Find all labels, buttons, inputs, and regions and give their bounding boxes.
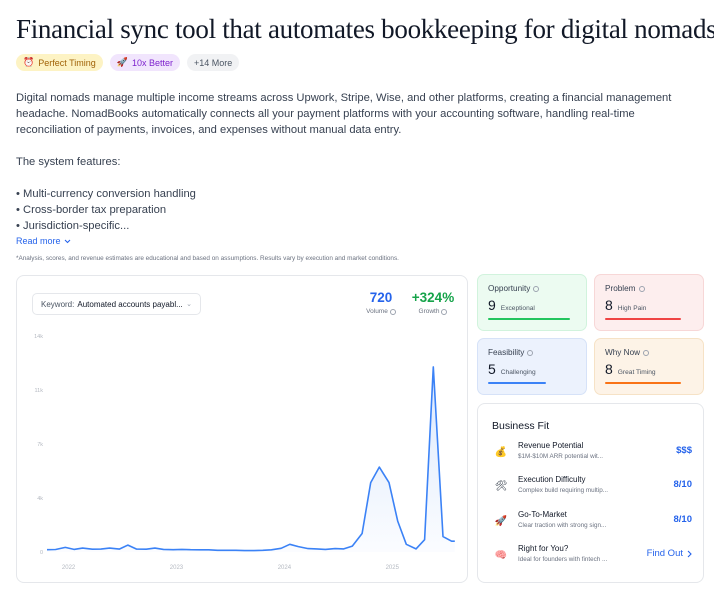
fit-row-revenue-potential[interactable]: 💰 Revenue Potential $1M-$10M ARR potenti… (492, 441, 692, 471)
fit-row-title: Execution Difficulty (518, 475, 586, 484)
score-value: 5 (488, 361, 496, 377)
volume-label: Volume (366, 308, 388, 315)
find-out-link[interactable]: Find Out (647, 548, 692, 559)
trend-chart: 0 4k 7k 11k 14k 2022 2023 2024 2025 (34, 334, 455, 571)
keyword-value: Automated accounts payabl... (77, 299, 183, 309)
y-tick-label: 7k (37, 442, 43, 448)
tools-icon: 🛠 (494, 481, 508, 492)
alarm-clock-icon: ⏰ (23, 57, 35, 67)
trend-line (46, 366, 455, 552)
description-paragraph: Digital nomads manage multiple income st… (16, 92, 672, 136)
score-bar (605, 382, 681, 384)
feature-item: • Cross-border tax preparation (16, 204, 167, 216)
chevron-down-icon (64, 239, 70, 243)
fit-row-value: 8/10 (673, 514, 693, 525)
x-tick-label: 2025 (386, 565, 400, 571)
badge-more[interactable]: +14 More (187, 54, 240, 71)
page-title: Financial sync tool that automates bookk… (16, 14, 714, 44)
business-fit-title: Business Fit (492, 420, 550, 432)
trend-area (47, 366, 455, 552)
fit-row-desc: Complex build requiring multip... (518, 487, 608, 494)
brain-icon: 🧠 (494, 550, 508, 561)
chevron-right-icon (687, 550, 692, 557)
score-bar (605, 318, 681, 320)
badge-10x-better[interactable]: 🚀 10x Better (109, 54, 180, 71)
info-icon[interactable] (389, 308, 396, 315)
growth-value: +324% (411, 290, 455, 305)
volume-metric: 720 Volume (361, 290, 401, 315)
rocket-icon: 🚀 (494, 516, 508, 527)
description: Digital nomads manage multiple income st… (16, 90, 702, 234)
badge-label: 10x Better (131, 57, 173, 68)
fit-row-go-to-market[interactable]: 🚀 Go-To-Market Clear traction with stron… (492, 510, 692, 540)
score-card-why-now[interactable]: Why Now 8 Great Timing (594, 338, 704, 395)
score-descriptor: Exceptional (500, 305, 535, 312)
fit-row-desc: Clear traction with strong sign... (518, 522, 607, 529)
score-card-opportunity[interactable]: Opportunity 9 Exceptional (477, 274, 587, 331)
fit-row-title: Go-To-Market (518, 510, 567, 519)
trend-chart-card: Keyword: Automated accounts payabl... ⌄ … (16, 275, 468, 583)
y-tick-label: 0 (40, 550, 43, 556)
info-icon[interactable] (533, 285, 540, 292)
feature-item: • Jurisdiction-specific... (16, 220, 130, 232)
x-tick-label: 2023 (170, 565, 184, 571)
read-more-link[interactable]: Read more (16, 236, 71, 246)
score-label: Feasibility (488, 348, 525, 357)
features-intro: The system features: (16, 156, 121, 168)
feature-list: • Multi-currency conversion handling • C… (16, 186, 702, 234)
fit-row-desc: Ideal for founders with fintech ... (518, 556, 608, 563)
fit-row-value: $$$ (676, 445, 692, 456)
badge-label: Perfect Timing (38, 57, 96, 68)
x-tick-label: 2022 (62, 565, 76, 571)
badge-list: ⏰ Perfect Timing 🚀 10x Better +14 More (16, 54, 240, 71)
score-descriptor: Challenging (500, 369, 536, 376)
score-value: 8 (605, 297, 613, 313)
find-out-label: Find Out (646, 548, 683, 559)
badge-label: +14 More (194, 57, 233, 68)
info-icon[interactable] (638, 285, 645, 292)
fit-row-title: Revenue Potential (518, 441, 584, 450)
business-fit-card: Business Fit 💰 Revenue Potential $1M-$10… (477, 403, 704, 583)
score-bar (488, 318, 570, 320)
badge-perfect-timing[interactable]: ⏰ Perfect Timing (16, 54, 103, 71)
score-card-problem[interactable]: Problem 8 High Pain (594, 274, 704, 331)
growth-label: Growth (418, 308, 440, 315)
y-tick-label: 11k (35, 388, 44, 394)
info-icon[interactable] (441, 308, 448, 315)
money-bag-icon: 💰 (494, 447, 508, 458)
fit-row-execution-difficulty[interactable]: 🛠 Execution Difficulty Complex build req… (492, 475, 692, 505)
score-descriptor: Great Timing (617, 369, 656, 376)
fit-row-value: 8/10 (673, 479, 693, 490)
score-bar (488, 382, 546, 384)
disclaimer: *Analysis, scores, and revenue estimates… (16, 255, 399, 262)
keyword-label: Keyword: (41, 299, 75, 309)
y-tick-label: 14k (34, 334, 43, 340)
keyword-select[interactable]: Keyword: Automated accounts payabl... ⌄ (32, 293, 201, 315)
score-value: 8 (605, 361, 613, 377)
score-label: Why Now (605, 348, 641, 357)
y-tick-label: 4k (37, 496, 43, 502)
fit-row-desc: $1M-$10M ARR potential wit... (518, 453, 604, 460)
info-icon[interactable] (527, 349, 534, 356)
volume-value: 720 (369, 290, 393, 305)
score-label: Opportunity (488, 284, 531, 293)
score-label: Problem (605, 284, 636, 293)
read-more-label: Read more (16, 236, 61, 246)
info-icon[interactable] (643, 349, 650, 356)
rocket-icon: 🚀 (116, 57, 128, 67)
x-tick-label: 2024 (278, 565, 292, 571)
growth-metric: +324% Growth (407, 290, 459, 315)
fit-row-title: Right for You? (518, 544, 569, 553)
score-descriptor: High Pain (617, 305, 647, 312)
chevron-down-icon: ⌄ (186, 301, 192, 308)
score-card-feasibility[interactable]: Feasibility 5 Challenging (477, 338, 587, 395)
feature-item: • Multi-currency conversion handling (16, 188, 196, 200)
score-value: 9 (488, 297, 496, 313)
fit-row-right-for-you[interactable]: 🧠 Right for You? Ideal for founders with… (492, 544, 692, 574)
